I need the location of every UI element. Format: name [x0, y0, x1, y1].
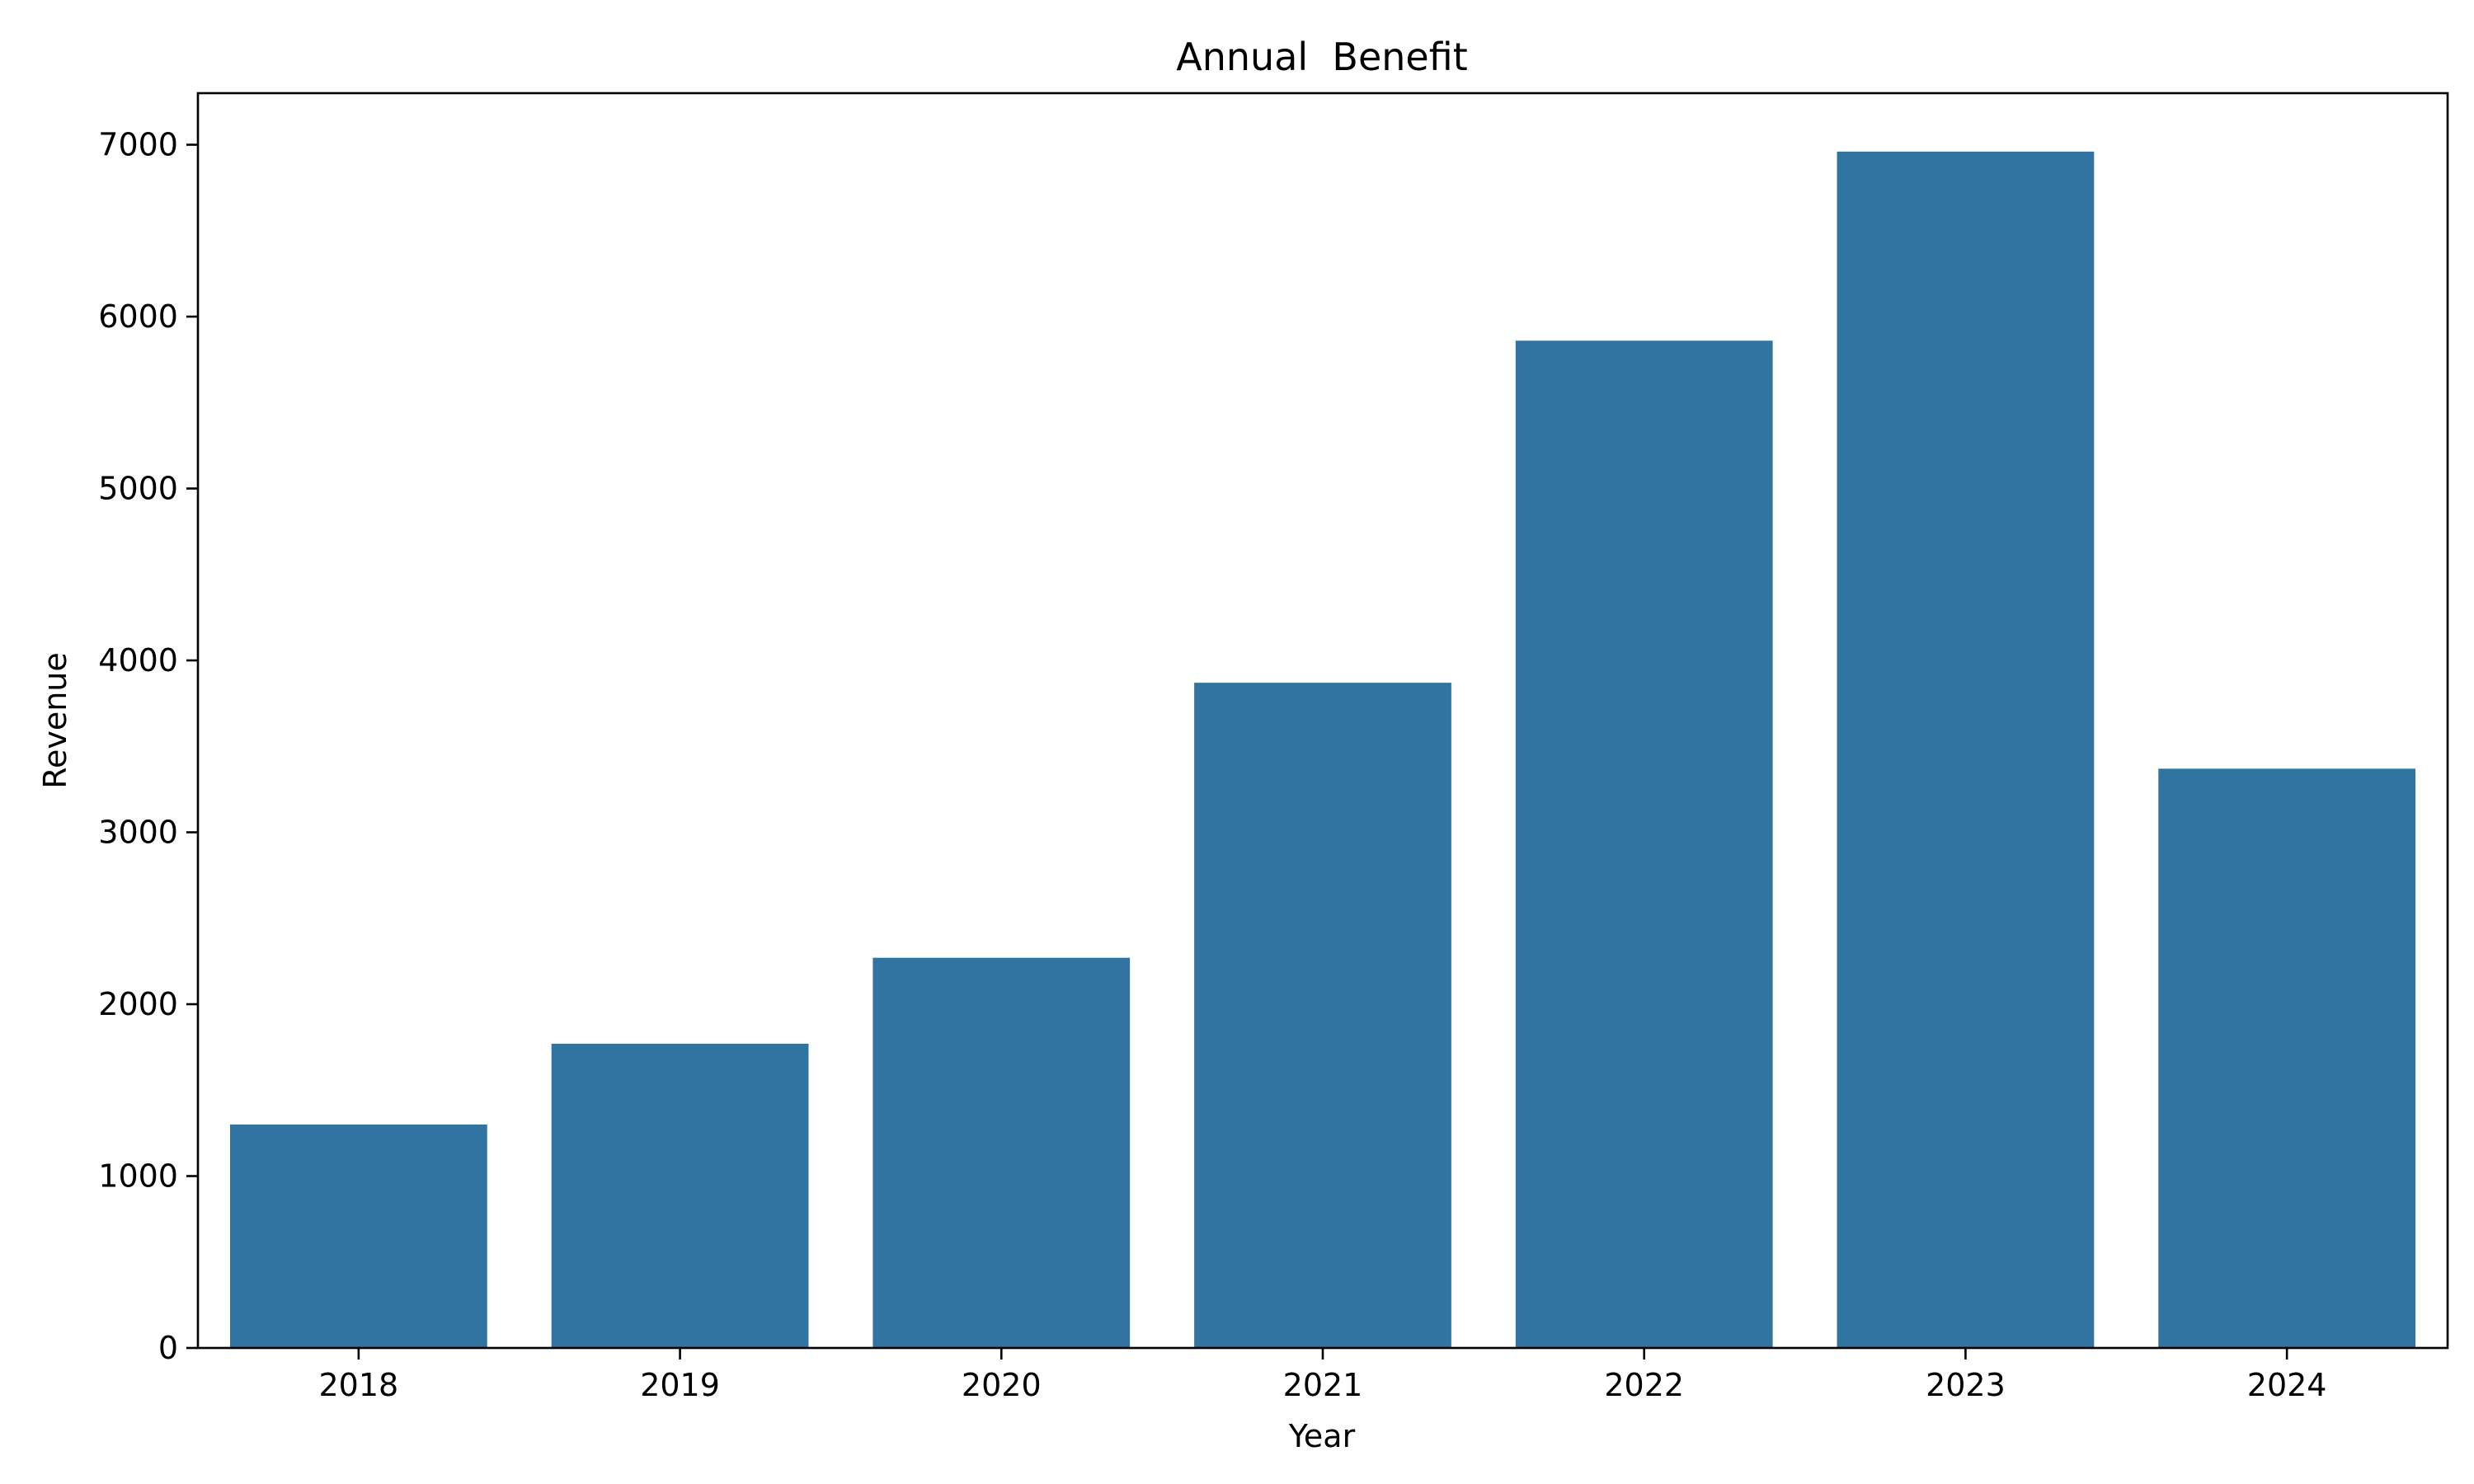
bar-2020 [872, 957, 1131, 1348]
x-tick-label: 2022 [1604, 1367, 1684, 1403]
x-tick-label: 2020 [962, 1367, 1042, 1403]
y-tick-label: 2000 [98, 986, 178, 1022]
bar-2021 [1194, 683, 1451, 1348]
y-axis-label: Revenue [37, 652, 73, 789]
bar-2022 [1515, 340, 1773, 1349]
bar-2024 [2158, 768, 2416, 1348]
y-tick-label: 7000 [98, 127, 178, 163]
bar-2019 [551, 1043, 809, 1348]
x-tick-label: 2023 [1926, 1367, 2006, 1403]
plot-frame [196, 92, 2449, 1350]
y-tick-label: 4000 [98, 642, 178, 679]
y-tick-label: 1000 [98, 1158, 178, 1195]
x-tick-label: 2018 [318, 1367, 398, 1403]
x-axis: 2018 2019 2020 2021 2022 2023 2024 [318, 1348, 2327, 1403]
x-tick-label: 2024 [2247, 1367, 2327, 1403]
bar-2023 [1837, 151, 2095, 1348]
y-axis: 0 1000 2000 3000 4000 5000 6000 7000 [98, 127, 198, 1366]
x-axis-label: Year [1288, 1418, 1356, 1454]
bar-2018 [229, 1124, 487, 1348]
y-tick-label: 5000 [98, 471, 178, 507]
x-tick-label: 2021 [1283, 1367, 1363, 1403]
x-tick-label: 2019 [640, 1367, 720, 1403]
y-tick-label: 0 [158, 1330, 178, 1366]
y-tick-label: 3000 [98, 815, 178, 851]
chart-title: Annual Benefit [1176, 35, 1467, 79]
y-tick-label: 6000 [98, 298, 178, 335]
bars-group [229, 151, 2416, 1349]
